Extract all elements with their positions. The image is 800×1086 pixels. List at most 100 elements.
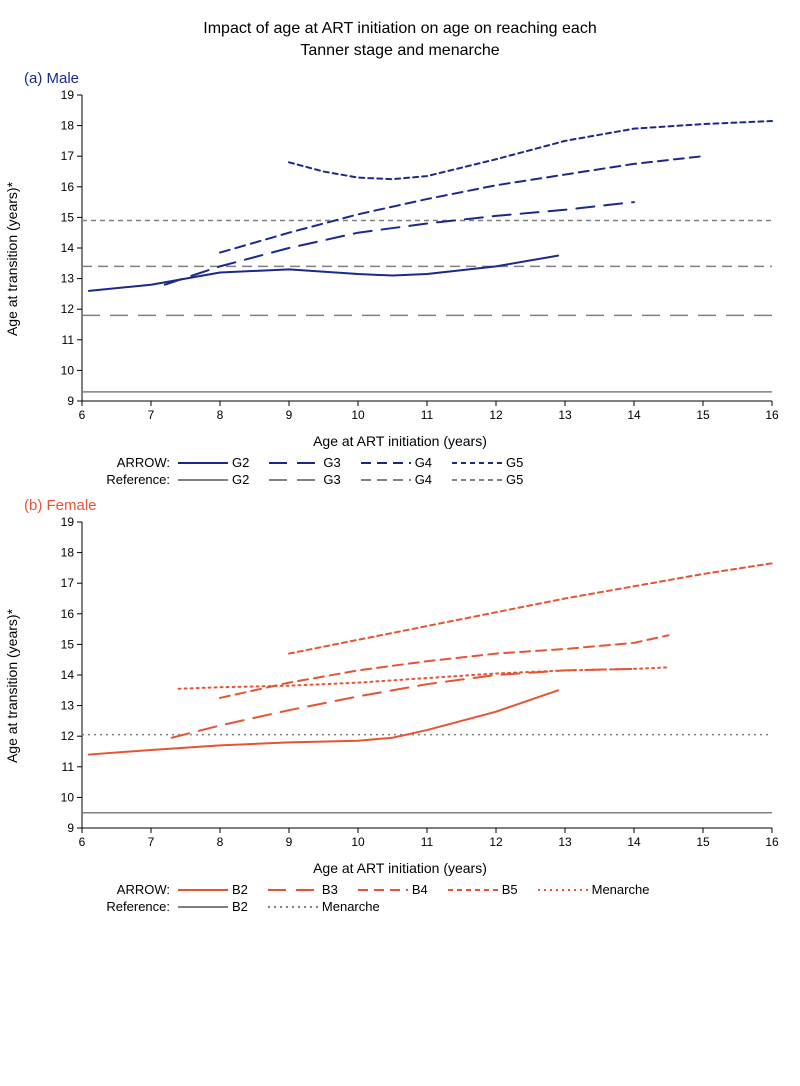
svg-text:16: 16 — [765, 408, 779, 422]
legend-item: G5 — [452, 472, 523, 487]
figure-title-line2: Tanner stage and menarche — [20, 42, 780, 60]
svg-text:12: 12 — [61, 302, 75, 316]
y-axis-label-female: Age at transition (years)* — [4, 609, 20, 763]
legend-swatch — [361, 474, 411, 486]
legend-swatch — [178, 884, 228, 896]
legend-label: G5 — [506, 455, 523, 470]
svg-text:7: 7 — [148, 835, 155, 849]
svg-text:13: 13 — [61, 699, 75, 713]
legend-item: G4 — [361, 455, 432, 470]
legend-row: ARROW: G2 G3 G4 G5 — [90, 455, 780, 470]
legend-heading: ARROW: — [90, 882, 170, 897]
svg-text:6: 6 — [79, 835, 86, 849]
legend-label: B2 — [232, 882, 248, 897]
svg-text:12: 12 — [489, 835, 503, 849]
legend-item: G2 — [178, 455, 249, 470]
legend-swatch — [448, 884, 498, 896]
legend-item: B2 — [178, 899, 248, 914]
legend-row: ARROW: B2 B3 B4 B5 Menarche — [90, 882, 780, 897]
legend-item: Menarche — [538, 882, 650, 897]
legend-item: B4 — [358, 882, 428, 897]
legend-item: G5 — [452, 455, 523, 470]
legend-item: B3 — [268, 882, 338, 897]
svg-text:13: 13 — [558, 835, 572, 849]
legend-swatch — [268, 901, 318, 913]
legend-heading: ARROW: — [90, 455, 170, 470]
svg-text:6: 6 — [79, 408, 86, 422]
figure-title-line1: Impact of age at ART initiation on age o… — [20, 20, 780, 38]
svg-text:19: 19 — [61, 516, 75, 529]
legend-label: B5 — [502, 882, 518, 897]
svg-text:18: 18 — [61, 119, 75, 133]
svg-text:9: 9 — [286, 835, 293, 849]
svg-text:7: 7 — [148, 408, 155, 422]
legend-swatch — [178, 457, 228, 469]
legend-swatch — [538, 884, 588, 896]
svg-text:16: 16 — [61, 607, 75, 621]
svg-text:15: 15 — [696, 408, 710, 422]
svg-text:9: 9 — [286, 408, 293, 422]
svg-text:19: 19 — [61, 89, 75, 102]
panel-label-male: (a) Male — [24, 70, 780, 87]
x-axis-label-male: Age at ART initiation (years) — [20, 433, 780, 449]
legend-swatch — [268, 884, 318, 896]
svg-text:17: 17 — [61, 149, 75, 163]
legend-swatch — [269, 457, 319, 469]
legend-label: G3 — [323, 455, 340, 470]
svg-text:9: 9 — [67, 394, 74, 408]
legend-label: G2 — [232, 455, 249, 470]
svg-text:10: 10 — [61, 790, 75, 804]
legend-male: ARROW: G2 G3 G4 G5 Reference: G2 G3 G4 G5 — [90, 455, 780, 487]
legend-swatch — [452, 457, 502, 469]
legend-label: G5 — [506, 472, 523, 487]
x-axis-label-female: Age at ART initiation (years) — [20, 860, 780, 876]
svg-text:8: 8 — [217, 408, 224, 422]
legend-row: Reference: B2 Menarche — [90, 899, 780, 914]
panel-label-female: (b) Female — [24, 497, 780, 514]
legend-label: B3 — [322, 882, 338, 897]
chart-svg-male: 910111213141516171819678910111213141516 — [20, 89, 780, 429]
svg-text:11: 11 — [62, 760, 75, 774]
legend-label: B2 — [232, 899, 248, 914]
y-axis-label-male: Age at transition (years)* — [4, 182, 20, 336]
svg-text:10: 10 — [351, 408, 365, 422]
legend-label: Menarche — [592, 882, 650, 897]
svg-text:16: 16 — [765, 835, 779, 849]
legend-label: G4 — [415, 455, 432, 470]
svg-text:15: 15 — [61, 210, 75, 224]
legend-swatch — [178, 901, 228, 913]
svg-text:13: 13 — [558, 408, 572, 422]
chart-male: Age at transition (years)* 9101112131415… — [20, 89, 780, 429]
legend-item: G2 — [178, 472, 249, 487]
svg-text:8: 8 — [217, 835, 224, 849]
chart-female: Age at transition (years)* 9101112131415… — [20, 516, 780, 856]
svg-text:11: 11 — [421, 408, 434, 422]
legend-label: G3 — [323, 472, 340, 487]
legend-item: B5 — [448, 882, 518, 897]
svg-text:10: 10 — [61, 363, 75, 377]
legend-heading: Reference: — [90, 472, 170, 487]
legend-item: G4 — [361, 472, 432, 487]
legend-female: ARROW: B2 B3 B4 B5 Menarche Reference: B2 Menarc… — [90, 882, 780, 914]
chart-svg-female: 910111213141516171819678910111213141516 — [20, 516, 780, 856]
figure: Impact of age at ART initiation on age o… — [20, 20, 780, 914]
legend-label: Menarche — [322, 899, 380, 914]
svg-text:13: 13 — [61, 272, 75, 286]
legend-swatch — [452, 474, 502, 486]
svg-text:18: 18 — [61, 546, 75, 560]
legend-label: B4 — [412, 882, 428, 897]
svg-text:9: 9 — [67, 821, 74, 835]
svg-text:10: 10 — [351, 835, 365, 849]
svg-text:14: 14 — [61, 668, 75, 682]
legend-row: Reference: G2 G3 G4 G5 — [90, 472, 780, 487]
svg-text:17: 17 — [61, 576, 75, 590]
svg-text:15: 15 — [61, 637, 75, 651]
legend-swatch — [178, 474, 228, 486]
legend-heading: Reference: — [90, 899, 170, 914]
legend-swatch — [358, 884, 408, 896]
svg-text:11: 11 — [62, 333, 75, 347]
legend-label: G2 — [232, 472, 249, 487]
svg-text:16: 16 — [61, 180, 75, 194]
legend-item: B2 — [178, 882, 248, 897]
svg-text:14: 14 — [627, 408, 641, 422]
